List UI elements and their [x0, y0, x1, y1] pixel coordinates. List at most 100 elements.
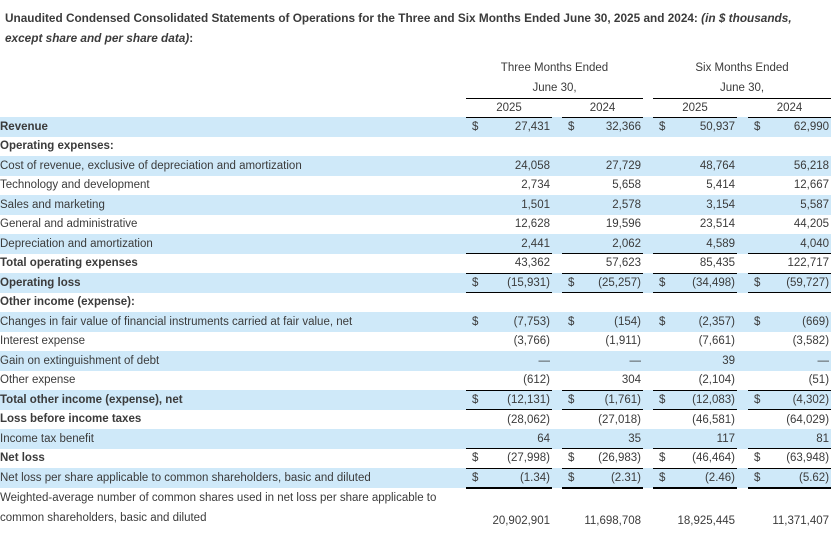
column-gap	[643, 293, 653, 313]
date-three-months: June 30,	[466, 78, 644, 99]
value-text: (59,727)	[786, 276, 830, 289]
value-cell: 81	[748, 429, 831, 449]
value-text: 12,667	[793, 179, 830, 192]
value-cell: (28,062)	[466, 410, 552, 430]
value-text: 1,501	[521, 198, 550, 211]
column-gap	[737, 254, 748, 274]
column-gap	[643, 468, 653, 488]
currency-symbol: $	[472, 471, 479, 484]
column-gap	[643, 273, 653, 293]
table-row: Other income (expense):	[0, 293, 831, 313]
table-row: Interest expense (3,766) (1,911) (7,661) (3,…	[0, 332, 831, 352]
value-cell: 1,501	[466, 195, 552, 215]
value-text: (27,998)	[507, 452, 550, 465]
value-cell: $ (4,302)	[748, 390, 831, 410]
column-gap	[643, 429, 653, 449]
column-gap	[737, 468, 748, 488]
value-cell: 122,717	[748, 253, 831, 274]
value-text: 50,937	[699, 121, 736, 133]
value-cell: (51)	[748, 370, 831, 391]
value-cell: $ (5.62)	[748, 468, 831, 489]
table-row: Gain on extinguishment of debt — — 39 —	[0, 351, 831, 371]
currency-symbol: $	[659, 452, 666, 465]
column-gap	[643, 332, 653, 352]
column-gap	[737, 351, 748, 371]
column-gap	[643, 117, 653, 137]
value-cell: $ (34,498)	[653, 273, 738, 293]
value-cell: 18,925,445	[653, 488, 737, 530]
row-label: Gain on extinguishment of debt	[0, 354, 160, 367]
header-gap	[552, 98, 562, 117]
value-cell: 27,729	[562, 156, 643, 176]
value-text: (4,302)	[792, 393, 830, 406]
value-cell: (612)	[466, 370, 552, 391]
table-row: Revenue $27,431 $32,366 $50,937 $62,990	[0, 117, 831, 137]
value-cell	[748, 293, 831, 313]
value-cell: $ (154)	[562, 312, 643, 332]
column-gap	[737, 215, 748, 235]
date-six-months: June 30,	[653, 78, 831, 99]
column-gap	[737, 156, 748, 176]
value-cell: —	[748, 351, 831, 371]
value-text: 44,205	[793, 218, 830, 231]
value-cell	[562, 137, 643, 157]
col-year-three-months-2024: 2024	[562, 98, 644, 118]
row-label: Net loss per share applicable to common …	[0, 471, 371, 484]
column-gap	[737, 234, 748, 254]
value-cell: 12,667	[748, 176, 831, 196]
table-row: Income tax benefit 64 35 117 81	[0, 429, 831, 449]
row-label: Other income (expense):	[0, 296, 135, 309]
value-cell: 43,362	[466, 253, 552, 274]
currency-symbol: $	[659, 315, 666, 328]
value-text: 48,764	[699, 159, 736, 172]
col-year-six-months-2025: 2025	[653, 98, 738, 118]
value-cell: $ (46,464)	[653, 448, 738, 469]
table-row: General and administrative 12,628 19,596 23…	[0, 215, 831, 235]
column-gap	[552, 234, 562, 254]
value-text: (1.34)	[519, 471, 550, 484]
column-gap	[737, 117, 748, 137]
col-year-three-months-2025: 2025	[466, 98, 552, 118]
column-gap	[643, 312, 653, 332]
value-cell	[653, 293, 737, 313]
value-cell: 64	[466, 429, 552, 449]
column-gap	[737, 312, 748, 332]
value-cell: $50,937	[653, 117, 737, 137]
column-gap	[643, 254, 653, 274]
value-cell: $ (25,257)	[562, 273, 644, 293]
column-gap	[552, 293, 562, 313]
currency-symbol: $	[568, 121, 575, 133]
title-suffix: :	[189, 31, 194, 45]
value-cell	[653, 137, 737, 157]
row-label: Technology and development	[0, 179, 150, 192]
value-text: —	[629, 354, 642, 367]
value-cell: (46,581)	[653, 410, 737, 430]
title-main-text: Unaudited Condensed Consolidated Stateme…	[5, 11, 702, 25]
row-label: Net loss	[0, 452, 45, 465]
column-gap	[552, 156, 562, 176]
value-text: 43,362	[514, 257, 550, 270]
column-gap	[737, 176, 748, 196]
table-row: Sales and marketing 1,501 2,578 3,154 5,587	[0, 195, 831, 215]
row-label: Changes in fair value of financial instr…	[0, 315, 353, 328]
value-cell: $ (12,131)	[466, 390, 552, 410]
column-gap	[643, 195, 653, 215]
value-text: (7,661)	[698, 335, 736, 348]
row-label: Depreciation and amortization	[0, 237, 153, 250]
column-gap	[737, 195, 748, 215]
value-text: 12,628	[514, 218, 550, 231]
column-gap	[737, 137, 748, 157]
column-gap	[643, 351, 653, 371]
column-gap	[643, 410, 653, 430]
value-cell: (64,029)	[748, 410, 831, 430]
value-cell: 2,062	[562, 234, 644, 254]
value-cell: 117	[653, 429, 738, 449]
column-gap	[552, 390, 562, 410]
column-gap	[552, 410, 562, 430]
header-gap	[737, 98, 748, 117]
value-cell: —	[562, 351, 643, 371]
row-label: Revenue	[0, 120, 48, 133]
currency-symbol: $	[754, 471, 761, 484]
column-gap	[737, 488, 748, 530]
